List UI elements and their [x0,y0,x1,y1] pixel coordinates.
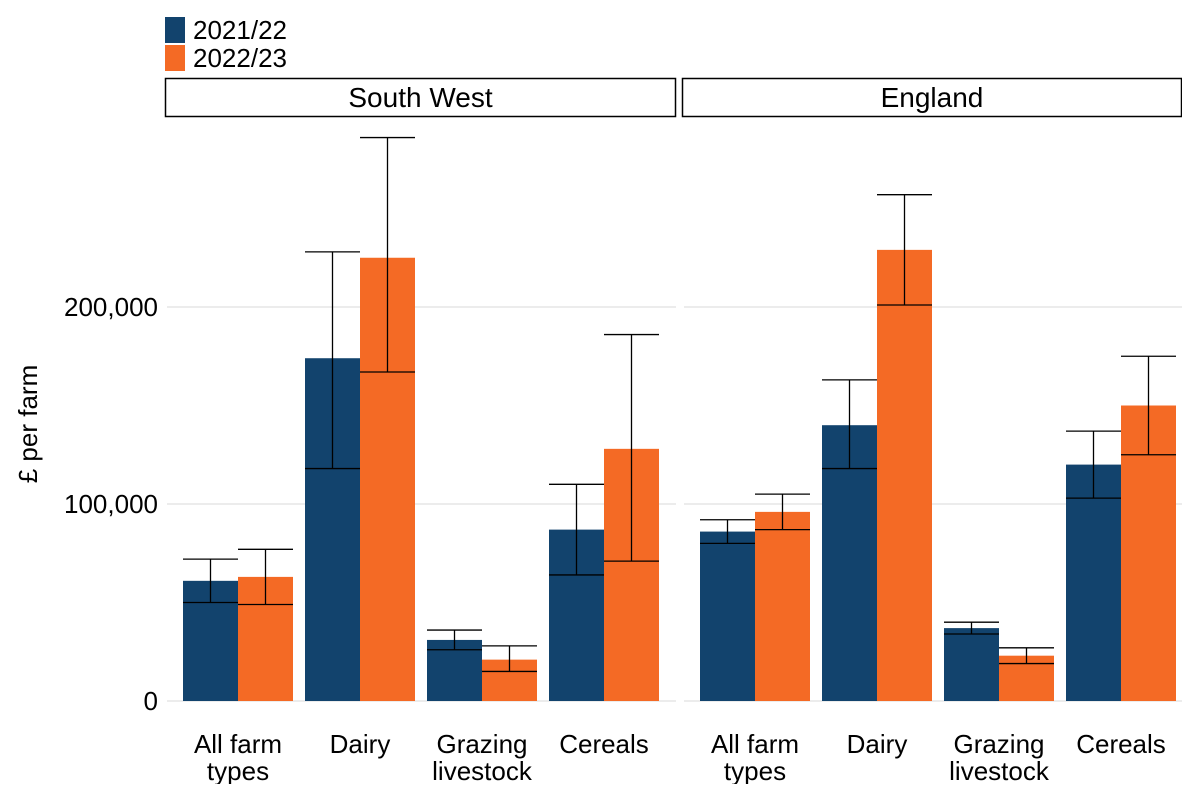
x-tick-label-line: Cereals [559,729,649,759]
panel-strips: South West England [164,77,1182,118]
x-tick-label-line: livestock [949,756,1050,784]
x-tick-label: All farm types [711,729,799,784]
x-tick-label-line: All farm [194,729,282,759]
x-tick-label-line: Grazing [436,729,527,759]
x-tick-label-line: Dairy [847,729,908,759]
x-tick-label: Dairy [847,729,908,759]
panel-title-2: England [881,82,984,113]
panel-strip-1 [164,77,677,118]
x-tick-label: Grazing livestock [949,729,1050,784]
bar-2-1-2 [822,425,877,701]
x-tick-label: Cereals [1076,729,1166,759]
x-tick-label-line: types [207,756,269,784]
x-tick-label-line: Dairy [330,729,391,759]
x-tick-label: Cereals [559,729,649,759]
bar-2-1-1 [700,531,755,701]
x-tick-label-line: livestock [432,756,533,784]
panel-title-1: South West [348,82,492,113]
legend-label-2: 2022/23 [193,43,287,73]
y-tick-label: 200,000 [64,292,158,322]
bar-2-2-2 [877,249,932,701]
x-tick-label: Grazing livestock [432,729,533,784]
y-tick-label: 0 [144,686,158,716]
x-tick-label-line: Cereals [1076,729,1166,759]
legend-key-2 [165,45,185,71]
x-tick-label-line: types [724,756,786,784]
x-tick-label: All farm types [194,729,282,784]
error-bars [183,136,1176,673]
y-tick-label: 100,000 [64,489,158,519]
y-axis: 0 100,000 200,000 [64,292,158,716]
y-axis-label: £ per farm [13,365,43,484]
bar-2-1-3 [944,628,999,701]
bar-2-1-4 [1066,464,1121,701]
legend-label-1: 2021/22 [193,15,287,45]
legend-key-1 [165,17,185,43]
bar-2-2-1 [755,511,810,701]
x-tick-label-line: All farm [711,729,799,759]
x-tick-label: Dairy [330,729,391,759]
x-tick-label-line: Grazing [953,729,1044,759]
